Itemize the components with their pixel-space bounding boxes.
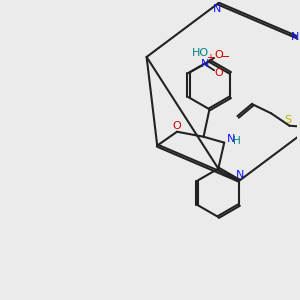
Text: −: − [221, 52, 230, 62]
Text: S: S [284, 115, 292, 125]
Text: N: N [291, 32, 299, 42]
Text: N: N [226, 134, 235, 144]
Text: +: + [206, 53, 214, 63]
Text: O: O [172, 122, 181, 131]
Text: H: H [233, 136, 241, 146]
Text: HO: HO [192, 48, 209, 58]
Text: O: O [214, 68, 223, 78]
Text: N: N [200, 58, 209, 68]
Text: O: O [214, 50, 223, 60]
Text: N: N [213, 4, 222, 14]
Text: N: N [236, 170, 244, 180]
